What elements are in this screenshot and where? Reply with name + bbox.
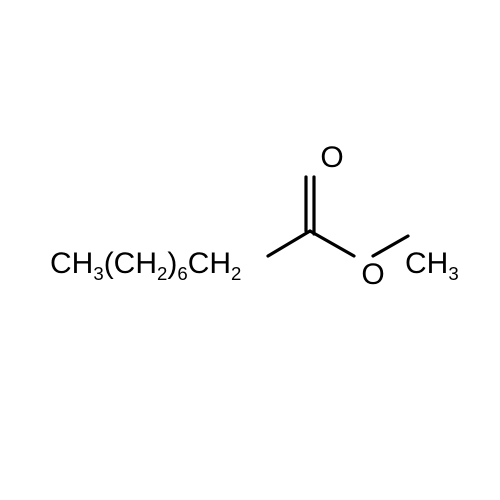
left-chain-formula: CH3(CH2)6CH2 xyxy=(50,249,241,279)
bond-ester-to-ch3 xyxy=(373,236,408,256)
methyl-group-label: CH3 xyxy=(405,249,459,279)
ester-oxygen-label: O xyxy=(361,260,384,290)
chemical-structure-diagram: { "structure": { "type": "chemical-skele… xyxy=(0,0,500,500)
carbonyl-oxygen-label: O xyxy=(320,143,343,173)
bond-carbonyl-to-ester xyxy=(310,231,354,256)
bond-ch2-to-carbonyl xyxy=(268,231,310,256)
